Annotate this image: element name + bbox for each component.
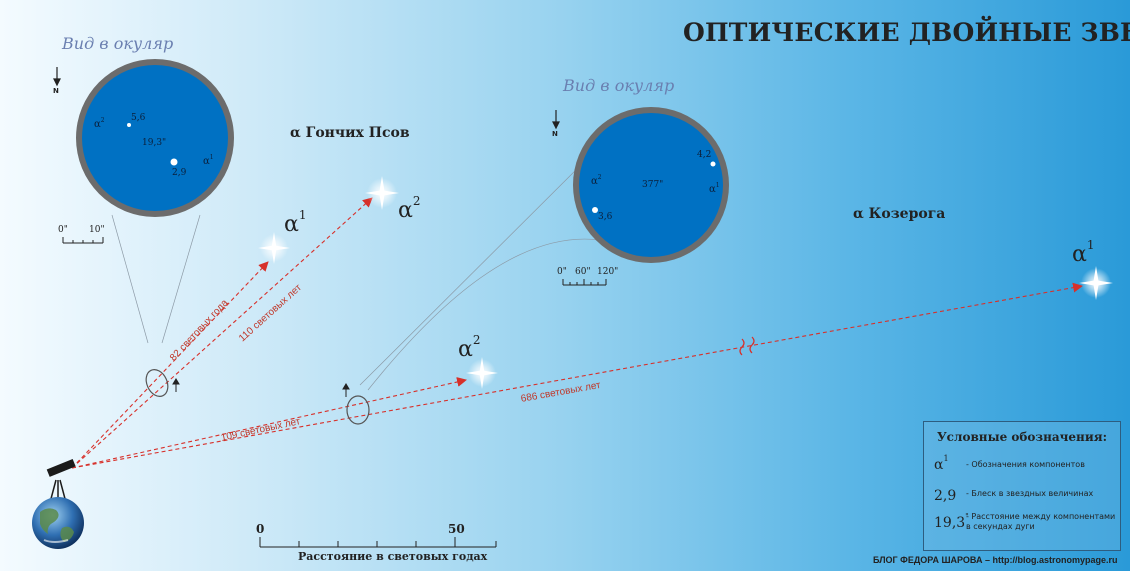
star-label-gonchih-a2: α2: [398, 194, 421, 223]
field-alpha-bottom: α1: [203, 154, 214, 167]
field-mag-top: 5,6: [131, 113, 146, 123]
system-name-kozeroga: α Козерога: [853, 206, 946, 222]
distance-scale-label: Расстояние в световых годах: [298, 550, 488, 563]
ray-kozeroga-a1: [71, 282, 1083, 469]
ray-break-mark: [739, 336, 755, 356]
view-funnel-lines: [111, 149, 601, 391]
eyepiece-kozeroga: [573, 107, 729, 263]
star-label-gonchih-a1: α1: [284, 208, 307, 237]
view-circle-gonchih: [145, 369, 169, 397]
ray-kozeroga-a2: [71, 377, 467, 469]
view-circle-kozeroga: [346, 395, 370, 425]
star-dot-a1: [710, 161, 716, 167]
ray-gonchih-a1: [71, 261, 269, 469]
ray-gonchih-a2: [71, 197, 373, 469]
eyepiece-label-kozeroga: Вид в окуляр: [563, 76, 675, 95]
north-label: N: [552, 130, 558, 138]
field-alpha-right: α1: [709, 182, 720, 195]
star-label-kozeroga-a1: α1: [1072, 238, 1095, 267]
star-dot-a2: [127, 123, 131, 127]
scale-tick-0: 0": [58, 225, 68, 235]
eyepiece-scale-kozeroga: [562, 279, 607, 286]
field-mag-bottom: 2,9: [172, 168, 187, 178]
legend-symbol-component: α1: [934, 454, 949, 473]
north-arrow-icon: [53, 67, 560, 130]
legend: Условные обозначения: α1 - Обозначения к…: [923, 421, 1121, 551]
star-icon: [466, 357, 498, 389]
legend-text-separation: - Расстояние между компонентами в секунд…: [966, 512, 1116, 531]
star-icon: [1079, 266, 1113, 300]
field-mag-left: 3,6: [598, 212, 613, 222]
star-dot-a1: [170, 158, 178, 166]
star-dot-a2: [592, 207, 598, 213]
north-arrow-icon: [172, 378, 350, 397]
north-label: N: [53, 87, 59, 95]
page-title: ОПТИЧЕСКИЕ ДВОЙНЫЕ ЗВЕЗДЫ: [683, 18, 1130, 47]
scale-tick-60: 60": [575, 267, 591, 277]
earth-icon: [32, 497, 84, 549]
field-alpha-top: α2: [94, 117, 105, 130]
legend-symbol-separation: 19,3": [934, 512, 969, 531]
legend-text-component: - Обозначения компонентов: [966, 460, 1085, 469]
field-alpha-left: α2: [591, 174, 602, 187]
field-separation: 377": [642, 180, 664, 190]
scale-tick-120: 120": [597, 267, 619, 277]
legend-symbol-magnitude: 2,9: [934, 488, 957, 504]
scale-tick-10: 10": [89, 225, 105, 235]
field-separation: 19,3": [142, 138, 167, 148]
eyepiece-gonchih: [76, 59, 234, 217]
system-name-gonchih: α Гончих Псов: [290, 125, 410, 141]
distance-scale-bar: [259, 537, 497, 548]
field-mag-right: 4,2: [697, 150, 712, 160]
legend-title: Условные обозначения:: [936, 430, 1108, 444]
light-rays: [71, 197, 1083, 469]
scale-tick-0: 0": [557, 267, 567, 277]
star-label-kozeroga-a2: α2: [458, 333, 481, 362]
legend-text-magnitude: - Блеск в звездных величинах: [966, 489, 1094, 498]
eyepiece-scale-gonchih: [62, 237, 104, 244]
distance-scale-start: 0: [256, 522, 265, 536]
star-icon: [365, 176, 399, 210]
star-icon: [258, 232, 290, 264]
footer-credit: БЛОГ ФЕДОРА ШАРОВА – http://blog.astrono…: [873, 555, 1118, 565]
eyepiece-label-gonchih: Вид в окуляр: [62, 34, 174, 53]
distance-scale-end: 50: [448, 522, 465, 536]
